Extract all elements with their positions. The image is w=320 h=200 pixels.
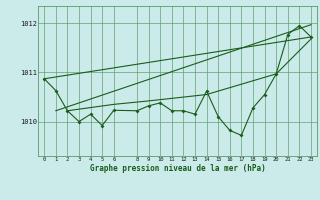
X-axis label: Graphe pression niveau de la mer (hPa): Graphe pression niveau de la mer (hPa)	[90, 164, 266, 173]
